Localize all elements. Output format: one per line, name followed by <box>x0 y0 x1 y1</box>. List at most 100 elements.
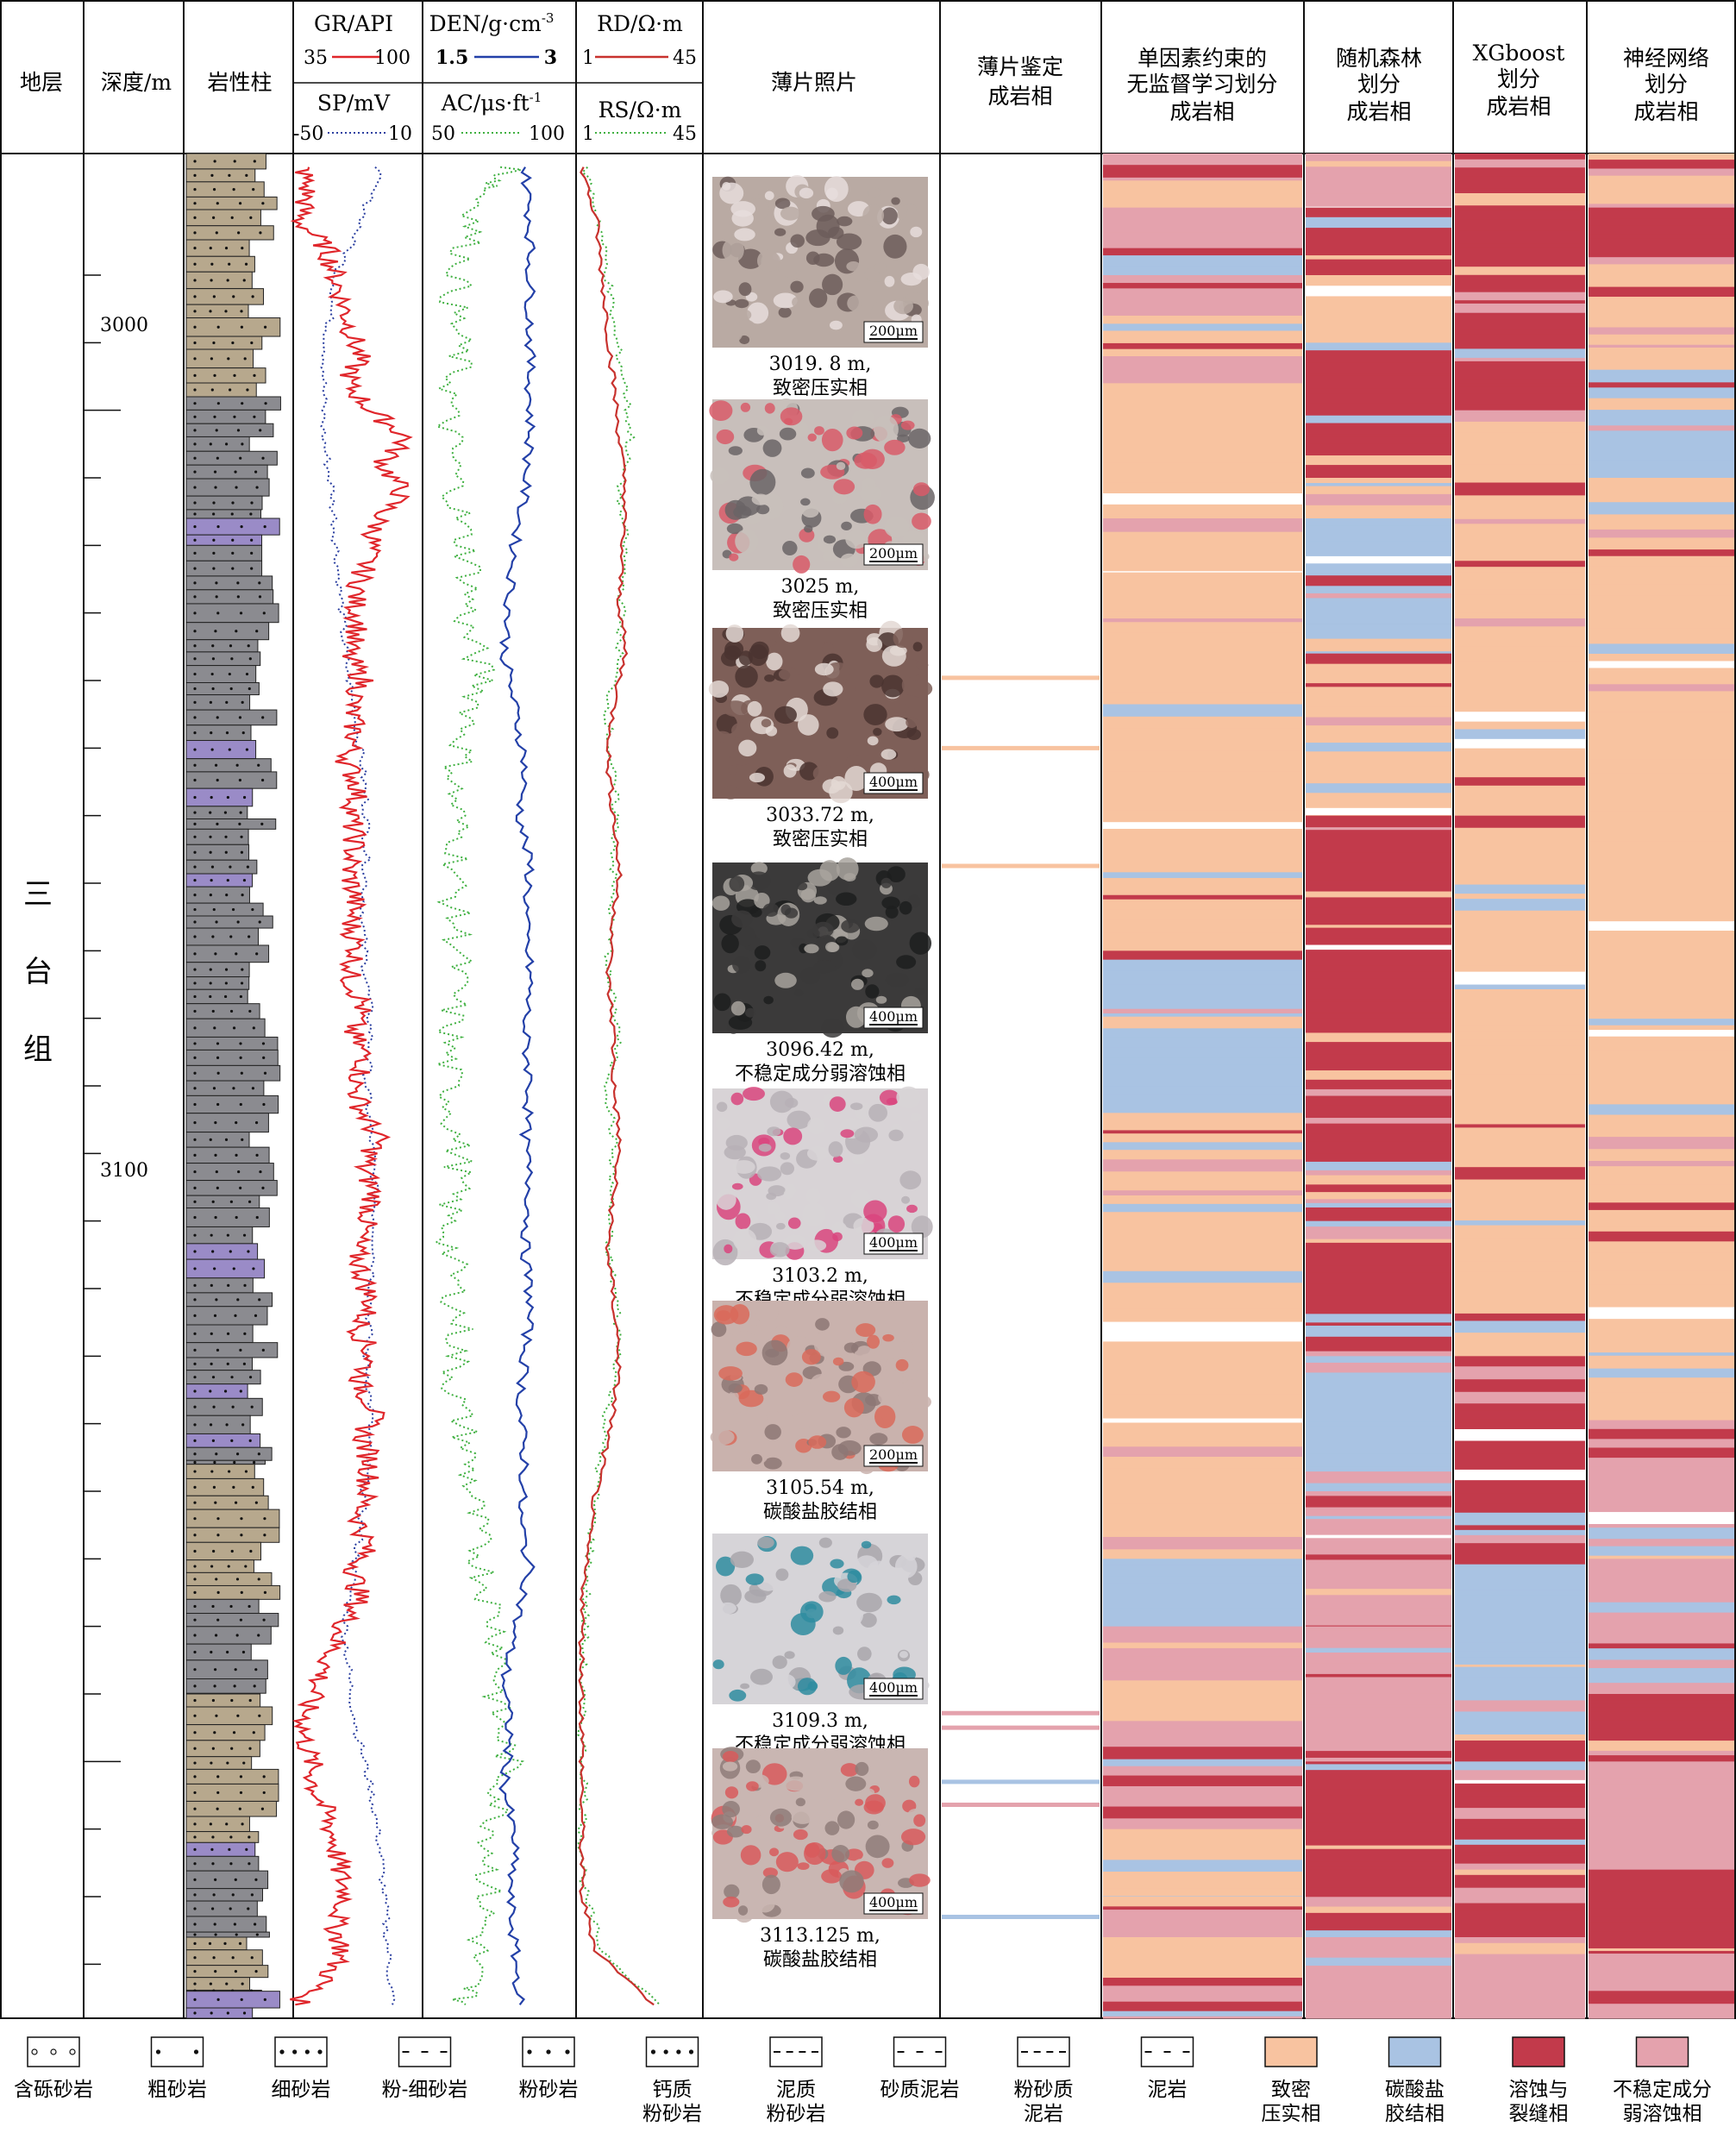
facies-band <box>1306 555 1451 564</box>
facies-band <box>1455 1290 1585 1301</box>
lithology-grain <box>262 612 266 615</box>
header-stratum: 地层 <box>20 70 63 95</box>
lithology-grain <box>230 1376 234 1379</box>
photo-facies-caption: 碳酸盐胶结相 <box>763 1502 877 1523</box>
mineral-grain <box>713 1305 739 1325</box>
legend: 含砾砂岩 粗砂岩 细砂岩 粉-细砂岩 粉砂岩 钙质粉砂岩泥质粉砂岩砂质泥岩 粉砂质泥岩泥岩致… <box>14 2036 1712 2125</box>
facies-band <box>1103 1446 1302 1458</box>
lithology-grain <box>247 1907 250 1910</box>
facies-band <box>1455 1063 1585 1075</box>
facies-band <box>1103 1647 1302 1657</box>
facies-band <box>1306 1735 1451 1741</box>
facies-band <box>1306 891 1451 899</box>
lithology-grain <box>209 1982 212 1985</box>
facies-band <box>1103 1998 1302 2003</box>
facies-band <box>1589 529 1734 538</box>
lithology-grain <box>193 442 197 446</box>
photo-depth-caption: 3113.125 m, <box>760 1925 881 1947</box>
facies-band <box>1455 1844 1585 1853</box>
lithology-grain <box>193 188 197 191</box>
facies-band <box>1589 1166 1734 1175</box>
lithology-grain <box>262 1618 266 1622</box>
facies-band <box>1306 1032 1451 1043</box>
lithology-grain <box>216 1348 220 1352</box>
facies-band <box>1103 1839 1302 1848</box>
lithology-grain <box>230 1439 234 1442</box>
lithology-grain <box>193 1314 197 1317</box>
facies-band <box>1589 1659 1734 1669</box>
lithology-grain <box>193 1153 197 1157</box>
facies-band <box>1103 367 1302 380</box>
facies-band <box>1306 793 1451 803</box>
mineral-grain <box>860 1613 877 1628</box>
facies-band <box>1589 1284 1734 1298</box>
facies-band <box>1589 1973 1734 1984</box>
lithology-grain <box>210 1847 214 1851</box>
facies-band <box>1306 1161 1451 1171</box>
facies-band <box>1455 748 1585 762</box>
lithology-grain <box>237 231 241 235</box>
facies-band <box>1103 1347 1302 1361</box>
facies-band <box>1103 220 1302 224</box>
facies-band <box>1306 1740 1451 1752</box>
lithology-grain <box>229 1604 233 1609</box>
facies-band <box>1103 1394 1302 1408</box>
lithology-grain <box>251 1087 255 1090</box>
mineral-grain <box>790 280 804 293</box>
lithology-grain <box>216 1998 220 2001</box>
facies-band <box>1455 626 1585 639</box>
mineral-grain <box>729 1689 747 1702</box>
lithology-grain <box>193 595 197 599</box>
facies-band <box>1306 476 1451 479</box>
lithology-grain <box>193 982 197 985</box>
facies-band <box>1103 1656 1302 1667</box>
mineral-grain <box>805 1188 821 1204</box>
mineral-grain <box>790 1546 814 1565</box>
lithology-grain <box>252 1026 255 1030</box>
facies-band <box>1589 628 1734 636</box>
facies-band <box>1589 750 1734 761</box>
mineral-grain <box>822 1390 841 1402</box>
facies-band <box>1589 478 1734 492</box>
facies-band <box>1455 894 1585 900</box>
facies-band <box>1589 811 1734 820</box>
facies-band <box>1589 1761 1734 1766</box>
facies-band <box>1455 1235 1585 1239</box>
mineral-grain <box>846 426 863 440</box>
facies-band <box>1306 1546 1451 1551</box>
lithology-grain <box>240 310 243 313</box>
facies-band <box>1589 1602 1734 1614</box>
depth-axis: 3000 3100 <box>84 274 148 1966</box>
mineral-grain <box>723 700 749 718</box>
mineral-grain <box>899 1651 909 1659</box>
facies-band <box>1306 1356 1451 1364</box>
facies-band <box>1306 1519 1451 1530</box>
facies-band <box>1455 303 1585 314</box>
lithology-grain <box>193 1348 197 1352</box>
facies-band <box>1589 1765 1734 1776</box>
facies-band <box>1455 482 1585 496</box>
facies-band <box>1455 919 1585 927</box>
facies-band <box>1589 1368 1734 1378</box>
lithology-grain <box>231 567 235 570</box>
facies-band <box>1306 1421 1451 1427</box>
facies-band <box>1103 330 1302 340</box>
facies-band <box>1589 1202 1734 1211</box>
facies-band <box>1306 1693 1451 1706</box>
facies-band <box>1306 1869 1451 1883</box>
facies-band <box>1103 1489 1302 1502</box>
lithology-grain <box>215 429 218 432</box>
lithology-grain <box>193 1332 197 1335</box>
lithology-bed <box>185 1841 256 1857</box>
facies-band <box>1306 598 1451 609</box>
lithology-grain <box>210 1470 214 1473</box>
mineral-grain <box>822 550 838 562</box>
mineral-grain <box>769 1808 793 1827</box>
facies-band <box>1306 536 1451 542</box>
facies-band <box>1455 1356 1585 1367</box>
lithology-grain <box>231 907 235 912</box>
header-xgb-3: 成岩相 <box>1486 94 1551 119</box>
mineral-grain <box>741 1825 752 1835</box>
